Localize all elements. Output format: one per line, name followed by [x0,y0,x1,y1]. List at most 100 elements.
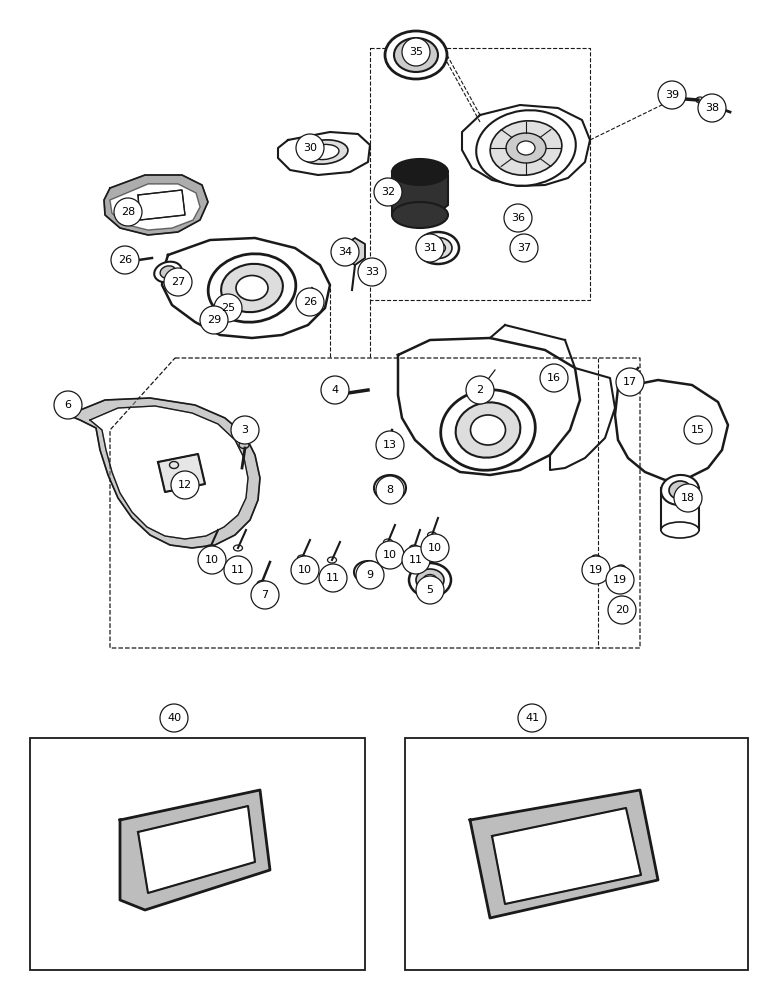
Text: 30: 30 [303,143,317,153]
Ellipse shape [380,480,400,496]
Circle shape [321,376,349,404]
Circle shape [171,471,199,499]
Circle shape [416,234,444,262]
Circle shape [224,556,252,584]
Ellipse shape [221,264,283,312]
Circle shape [319,564,347,592]
Ellipse shape [405,46,427,64]
Ellipse shape [416,569,444,591]
Ellipse shape [661,522,699,538]
Text: 31: 31 [423,243,437,253]
Text: 4: 4 [331,385,339,395]
Circle shape [200,306,228,334]
Text: 12: 12 [178,480,192,490]
Ellipse shape [455,402,520,458]
PathPatch shape [104,175,208,235]
Polygon shape [392,162,448,215]
Text: 28: 28 [121,207,135,217]
Ellipse shape [424,237,452,258]
Ellipse shape [669,481,691,499]
Text: 34: 34 [338,247,352,257]
Text: 9: 9 [367,570,374,580]
Circle shape [114,198,142,226]
Ellipse shape [385,31,447,79]
Text: 39: 39 [665,90,679,100]
Ellipse shape [506,133,546,163]
Text: 27: 27 [171,277,185,287]
Text: 20: 20 [615,605,629,615]
Circle shape [582,556,610,584]
Text: 7: 7 [262,590,269,600]
Circle shape [658,81,686,109]
Text: 3: 3 [242,425,249,435]
PathPatch shape [120,790,270,910]
Ellipse shape [374,475,406,501]
Text: 19: 19 [589,565,603,575]
Text: 41: 41 [525,713,539,723]
Ellipse shape [661,475,699,505]
Circle shape [421,534,449,562]
Circle shape [608,596,636,624]
Ellipse shape [309,144,339,160]
Ellipse shape [300,140,348,164]
Text: 40: 40 [167,713,181,723]
Ellipse shape [423,574,437,585]
Ellipse shape [470,415,506,445]
Text: 6: 6 [65,400,72,410]
Text: 35: 35 [409,47,423,57]
Circle shape [376,431,404,459]
PathPatch shape [470,790,658,918]
Text: 13: 13 [383,440,397,450]
Ellipse shape [441,390,535,470]
Text: 32: 32 [381,187,395,197]
Circle shape [160,704,188,732]
Ellipse shape [208,254,296,322]
Ellipse shape [392,202,448,228]
Text: 25: 25 [221,303,235,313]
Text: 26: 26 [118,255,132,265]
Circle shape [356,561,384,589]
Text: 11: 11 [326,573,340,583]
Circle shape [296,134,324,162]
Circle shape [504,204,532,232]
Ellipse shape [368,271,376,277]
Text: 8: 8 [387,485,394,495]
Text: 33: 33 [365,267,379,277]
Ellipse shape [364,268,380,280]
Ellipse shape [476,110,576,186]
Ellipse shape [517,141,535,155]
Ellipse shape [490,121,562,175]
Circle shape [291,556,319,584]
Polygon shape [138,190,185,220]
Text: 11: 11 [409,555,423,565]
Circle shape [251,581,279,609]
Ellipse shape [417,232,459,264]
Text: 36: 36 [511,213,525,223]
Circle shape [674,484,702,512]
Text: 17: 17 [623,377,637,387]
Text: 18: 18 [681,493,695,503]
Polygon shape [90,795,132,845]
Circle shape [616,368,644,396]
Circle shape [416,576,444,604]
Ellipse shape [394,38,438,72]
Text: 15: 15 [691,425,705,435]
Text: 10: 10 [383,550,397,560]
PathPatch shape [68,398,260,548]
Ellipse shape [360,566,376,578]
Circle shape [296,288,324,316]
Ellipse shape [354,561,382,583]
Text: 2: 2 [476,385,483,395]
Circle shape [376,476,404,504]
Text: 19: 19 [613,575,627,585]
Ellipse shape [409,563,451,597]
Ellipse shape [160,266,176,278]
Circle shape [510,234,538,262]
Text: 37: 37 [517,243,531,253]
Bar [30,738,365,970]
Ellipse shape [431,242,445,254]
Text: 5: 5 [426,585,434,595]
Ellipse shape [219,306,237,318]
Circle shape [518,704,546,732]
Text: 29: 29 [207,315,221,325]
